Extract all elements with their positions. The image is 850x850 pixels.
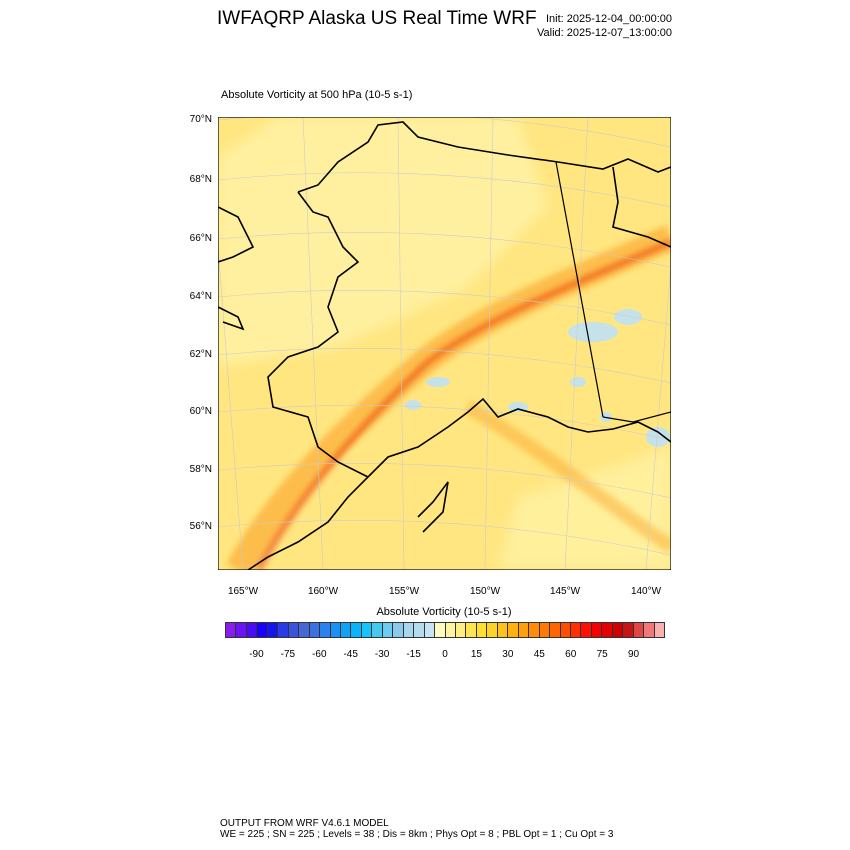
colorbar-swatch [497, 623, 509, 637]
colorbar-swatch [529, 623, 540, 637]
colorbar-tick-label: 45 [533, 649, 545, 660]
colorbar-tick-label: -90 [249, 649, 264, 660]
lat-label: 66°N [189, 233, 212, 244]
colorbar-swatch [518, 623, 530, 637]
colorbar-tick-label: 60 [565, 649, 577, 660]
colorbar-swatch [476, 623, 488, 637]
colorbar-tick-label: 90 [628, 649, 640, 660]
colorbar-swatch [435, 623, 446, 637]
colorbar-swatch [372, 623, 383, 637]
page-title: IWFAQRP Alaska US Real Time WRF [217, 8, 537, 29]
colorbar-tick-label: -75 [280, 649, 296, 660]
lon-label: 165°W [227, 586, 259, 597]
lon-label: 155°W [388, 586, 420, 597]
colorbar-tick-label: -60 [312, 649, 327, 660]
colorbar-swatch [226, 623, 237, 637]
colorbar-swatch [361, 623, 373, 637]
colorbar-tick-label: -45 [343, 649, 358, 660]
colorbar-tick-label: -30 [374, 649, 390, 660]
colorbar-title: Absolute Vorticity (10-5 s-1) [376, 606, 512, 618]
negative-vorticity-patches [405, 309, 670, 447]
colorbar-swatch [320, 623, 331, 637]
lon-label: 145°W [549, 586, 581, 597]
colorbar-tick-label: 0 [442, 649, 448, 660]
colorbar-swatch [445, 623, 456, 637]
colorbar-swatch [330, 623, 341, 637]
border-lines [555, 161, 671, 423]
colorbar-swatch [581, 623, 592, 637]
colorbar-swatch [550, 623, 561, 637]
colorbar-swatch [246, 623, 258, 637]
colorbar-swatch [633, 623, 645, 637]
colorbar-tick-label: -15 [406, 649, 421, 660]
colorbar-swatch [299, 623, 310, 637]
colorbar-swatch [623, 623, 634, 637]
footer-model: OUTPUT FROM WRF V4.6.1 MODEL [220, 818, 389, 829]
colorbar-swatch [267, 623, 279, 637]
valid-time: Valid: 2025-12-07_13:00:00 [537, 27, 672, 39]
colorbar-swatch [278, 623, 289, 637]
lat-label: 70°N [189, 114, 212, 125]
lat-label: 60°N [189, 406, 212, 417]
colorbar-swatch [602, 623, 613, 637]
colorbar-swatch [340, 623, 352, 637]
init-time: Init: 2025-12-04_00:00:00 [546, 13, 672, 25]
colorbar-tick-label: 75 [596, 649, 608, 660]
colorbar-tick-label: 30 [502, 649, 514, 660]
colorbar-swatch [466, 623, 477, 637]
colorbar-swatch [288, 623, 300, 637]
lon-label: 140°W [630, 586, 662, 597]
vorticity-band [464, 400, 671, 553]
colorbar-swatch [393, 623, 404, 637]
lat-label: 58°N [189, 464, 212, 475]
colorbar-swatch [257, 623, 268, 637]
colorbar-swatch [351, 623, 362, 637]
lon-label: 160°W [307, 586, 339, 597]
vorticity-core [254, 238, 671, 570]
colorbar-swatch [414, 623, 425, 637]
colorbar-swatch [455, 623, 467, 637]
graticule [218, 117, 671, 570]
colorbar-swatch [236, 623, 247, 637]
colorbar-tick-label: 15 [470, 649, 482, 660]
colorbar-swatch [570, 623, 582, 637]
colorbar-swatch [309, 623, 321, 637]
colorbar-swatch [508, 623, 519, 637]
plot-subtitle: Absolute Vorticity at 500 hPa (10-5 s-1) [221, 89, 413, 101]
low-vorticity-region [218, 117, 548, 367]
colorbar-swatch [654, 623, 665, 637]
colorbar-swatch [644, 623, 655, 637]
lat-label: 64°N [189, 291, 212, 302]
colorbar-swatch [382, 623, 394, 637]
colorbar-swatch [403, 623, 415, 637]
lat-label: 62°N [189, 349, 212, 360]
colorbar-swatch [560, 623, 571, 637]
colorbar-swatch [487, 623, 498, 637]
colorbar-swatch [612, 623, 624, 637]
footer-config: WE = 225 ; SN = 225 ; Levels = 38 ; Dis … [220, 829, 614, 840]
coastline [218, 121, 671, 570]
lat-label: 56°N [189, 521, 212, 532]
colorbar-swatch [539, 623, 551, 637]
colorbar [225, 622, 665, 638]
lat-label: 68°N [189, 174, 212, 185]
vorticity-map [218, 117, 671, 570]
colorbar-swatch [591, 623, 603, 637]
lon-label: 150°W [469, 586, 501, 597]
colorbar-swatch [424, 623, 436, 637]
low-vorticity-region [498, 447, 671, 570]
